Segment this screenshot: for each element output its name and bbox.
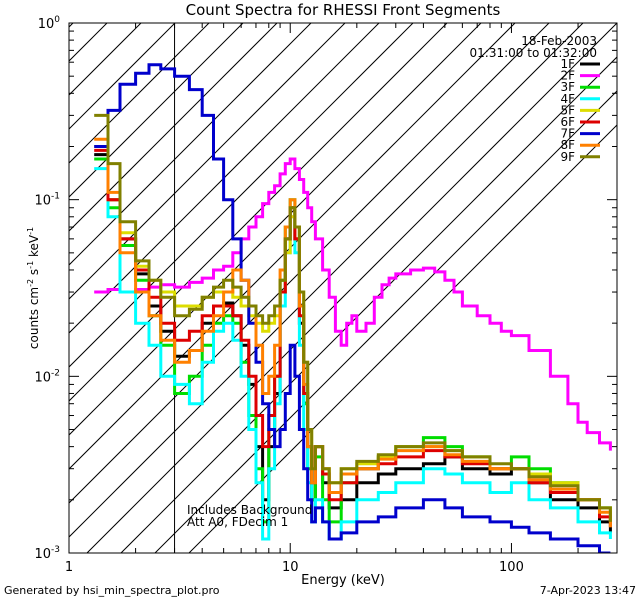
annotation-attenuator: Att A0, FDecim 1 <box>187 515 288 529</box>
footer-date: 7-Apr-2023 13:47 <box>540 584 636 597</box>
legend-label-5F: 5F <box>560 103 575 117</box>
hatch-line <box>69 23 176 130</box>
series-line-4F <box>94 167 612 541</box>
plot-frame <box>68 22 618 554</box>
legend-label-7F: 7F <box>560 127 575 141</box>
legend-label-1F: 1F <box>560 57 575 71</box>
y-tick-label: 10-2 <box>34 368 60 385</box>
x-tick-labels: 1 10 100 <box>65 560 524 575</box>
series-group <box>94 63 612 553</box>
y-axis-label: counts cm-2 s-1 keV-1 <box>26 227 41 349</box>
legend-label-6F: 6F <box>560 115 575 129</box>
legend-label-9F: 9F <box>560 150 575 164</box>
legend-label-2F: 2F <box>560 69 575 83</box>
footer-generated-by: Generated by hsi_min_spectra_plot.pro <box>4 584 220 597</box>
legend-label-4F: 4F <box>560 92 575 106</box>
y-tick-labels: 100 10-1 10-2 10-3 <box>34 15 60 562</box>
x-tick-label: 1 <box>65 560 73 575</box>
legend-label-3F: 3F <box>560 80 575 94</box>
annotation-background: Includes Background <box>187 503 312 517</box>
series-line-9F <box>94 113 612 522</box>
hatch-line <box>120 56 617 553</box>
chart-title: Count Spectra for RHESSI Front Segments <box>186 1 501 19</box>
hatch-line <box>69 23 244 198</box>
axis-ticks <box>68 22 618 554</box>
y-tick-label: 10-1 <box>34 192 60 209</box>
y-tick-label: 10-3 <box>34 545 60 562</box>
legend-label-8F: 8F <box>560 138 575 152</box>
hatch-line <box>69 23 278 232</box>
series-line-7F <box>94 63 611 553</box>
y-tick-label: 100 <box>38 15 61 32</box>
hatch-line <box>86 23 617 553</box>
x-tick-label: 10 <box>282 560 299 575</box>
header-time-range: 01:31:00 to 01:32:00 <box>470 46 597 60</box>
hatch-line <box>69 23 346 300</box>
header-date: 18-Feb-2003 <box>521 34 597 48</box>
hatch-line <box>69 23 312 266</box>
x-tick-label: 100 <box>499 560 524 575</box>
series-line-2F <box>94 157 612 451</box>
x-axis-label: Energy (keV) <box>301 573 385 588</box>
hatch-line <box>69 23 584 538</box>
